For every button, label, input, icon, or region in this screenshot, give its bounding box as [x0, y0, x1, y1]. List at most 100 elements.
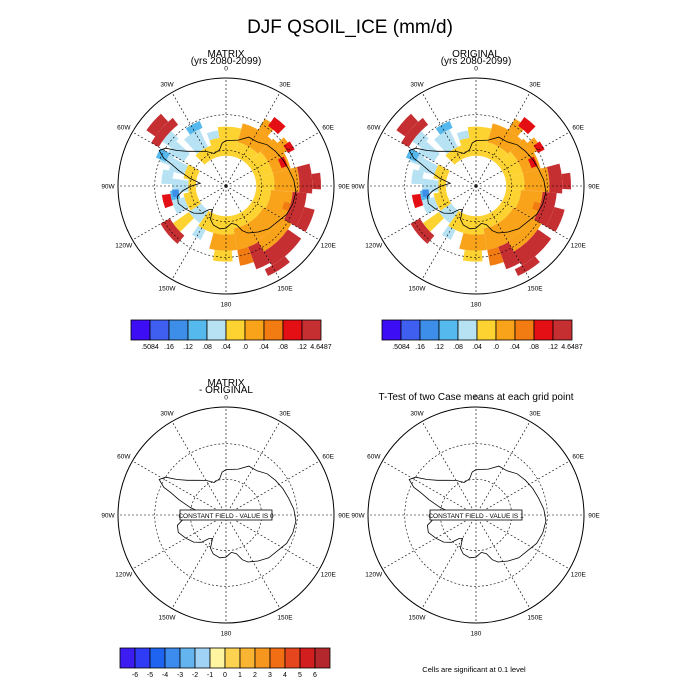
map-boundary [367, 77, 585, 295]
data-cell [296, 163, 313, 194]
meridian-line [225, 131, 320, 187]
data-cell [532, 201, 541, 212]
meridian-label: 90W [101, 513, 115, 520]
colorbar-swatch [552, 319, 573, 341]
colorbar-matrix: .5084.16.12.08.04.0.04.08.12 4.6487 [130, 319, 332, 351]
colorbar-tick-label: .16 [415, 344, 425, 351]
colorbar-tick-label: .0 [493, 344, 499, 351]
colorbar-tick-label: 3 [268, 672, 272, 679]
data-cell [247, 151, 273, 179]
data-cell [396, 113, 419, 137]
colorbar-tick-label: -2 [192, 672, 198, 679]
meridian-line [225, 514, 320, 570]
colorbar-tick-label: 1 [238, 672, 242, 679]
colorbar-swatch [119, 647, 136, 669]
data-cell [233, 223, 259, 250]
meridian-line [382, 185, 477, 241]
data-cell [411, 193, 424, 209]
colorbar-tick-label: .5084 [141, 344, 159, 351]
data-cell [448, 210, 469, 233]
data-cell [209, 232, 238, 251]
meridian-line [421, 185, 477, 280]
colorbar-tick-label: .12 [434, 344, 444, 351]
data-cell [418, 141, 440, 162]
colorbar-swatch [533, 319, 554, 341]
meridian-label: 150W [159, 286, 177, 293]
data-cell [171, 197, 189, 215]
polar-map: 0 30E 60E 90E 120E 150E 180 150W 120W 90W 60W 30W [101, 395, 350, 638]
meridian-label: 150E [277, 286, 293, 293]
data-cell [233, 142, 259, 165]
data-cell [491, 201, 514, 224]
meridian-label: 30W [160, 410, 174, 417]
colorbar-swatch [419, 319, 440, 341]
data-cell [418, 158, 438, 175]
meridian-line [421, 514, 477, 609]
colorbar-swatch [194, 647, 211, 669]
data-cell [296, 206, 315, 232]
data-cell [441, 225, 456, 240]
colorbar-tick-label: .04 [221, 344, 231, 351]
meridian-line [475, 92, 531, 187]
map-boundary [117, 77, 335, 295]
map-boundary [367, 406, 585, 624]
colorbar-tick-label: .04 [472, 344, 482, 351]
meridian-label: 120E [571, 243, 587, 250]
data-cell [533, 141, 545, 154]
meridian-line [132, 460, 227, 516]
data-cell [546, 206, 565, 232]
meridian-label: 0 [224, 66, 228, 73]
data-cell [184, 129, 208, 154]
panel-subtitle: (yrs 2080-2099) [441, 56, 512, 67]
meridian-label: 120E [571, 572, 587, 579]
meridian-label: 120W [365, 243, 383, 250]
data-cell [502, 188, 522, 209]
colorbar-tick-label: .12 [548, 344, 558, 351]
data-cell [561, 172, 572, 190]
meridian-line [475, 185, 570, 241]
colorbar-swatch [149, 319, 170, 341]
coastline [408, 465, 547, 563]
data-cell [467, 126, 476, 138]
meridian-label: 60W [367, 454, 381, 461]
colorbar-swatch [263, 319, 284, 341]
meridian-label: 30E [529, 81, 541, 88]
latitude-line [440, 150, 512, 222]
meridian-line [132, 514, 227, 570]
data-cell [483, 142, 509, 165]
colorbar-swatch [299, 647, 316, 669]
meridian-line [421, 92, 477, 187]
colorbar-swatch [179, 647, 196, 669]
meridian-label: 90W [101, 184, 115, 191]
meridian-label: 90W [351, 513, 365, 520]
meridian-label: 180 [221, 631, 232, 638]
data-cell [311, 172, 322, 190]
colorbar-swatch [244, 319, 265, 341]
data-cell [514, 256, 540, 277]
meridian-label: 60E [322, 454, 334, 461]
meridian-line [171, 92, 227, 187]
colorbar-swatch [239, 647, 256, 669]
data-cell [183, 191, 202, 211]
colorbar-tick-label: .16 [164, 344, 174, 351]
data-cell [212, 249, 233, 262]
data-cell [168, 141, 190, 162]
data-cell [268, 116, 286, 135]
polar-map: 0 30E 60E 90E 120E 150E 180 150W 120W 90W 60W 30W [351, 66, 600, 309]
data-cell [433, 191, 452, 211]
data-cell [497, 151, 523, 179]
meridian-label: 150W [409, 286, 427, 293]
colorbar-swatch [314, 647, 331, 669]
colorbar-swatch [284, 647, 301, 669]
colorbar-tick-label: .0 [242, 344, 248, 351]
colorbar-swatch [206, 319, 227, 341]
data-cell [241, 201, 264, 224]
colorbar-tick-label: 4.6487 [561, 344, 583, 351]
colorbar-tick-label: 0 [223, 672, 227, 679]
colorbar-tick-label: .04 [259, 344, 269, 351]
meridian-line [225, 460, 320, 516]
colorbar-swatch [269, 647, 286, 669]
colorbar-swatch [514, 319, 535, 341]
meridian-label: 120E [321, 243, 337, 250]
